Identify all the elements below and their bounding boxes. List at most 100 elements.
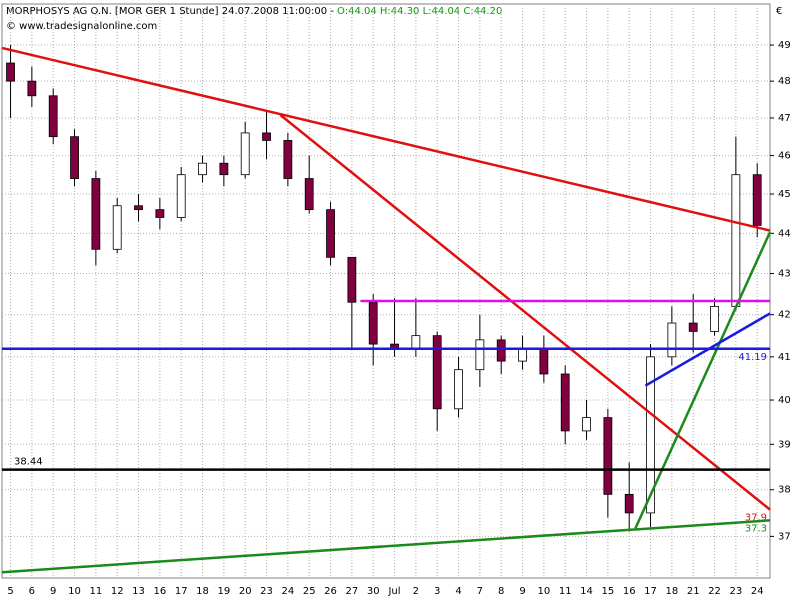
x-tick-label: 16 bbox=[623, 586, 636, 597]
candle-body bbox=[582, 417, 591, 432]
y-tick-label: 37 bbox=[778, 531, 791, 542]
title-quote: O:44.04 H:44.30 L:44.04 C:44.20 bbox=[337, 6, 502, 17]
trend-line bbox=[634, 231, 772, 529]
line-label: 37.9 bbox=[745, 513, 767, 524]
x-tick-label: 24 bbox=[281, 586, 294, 597]
candle-body bbox=[475, 339, 485, 371]
y-tick-label: 41 bbox=[778, 352, 791, 363]
candle-body bbox=[48, 95, 58, 138]
y-tick-label: 40 bbox=[778, 395, 791, 406]
x-tick-label: 14 bbox=[580, 586, 593, 597]
x-tick-label: 26 bbox=[324, 586, 337, 597]
x-tick-label: 17 bbox=[644, 586, 657, 597]
x-tick-label: 12 bbox=[111, 586, 124, 597]
line-label: 41.19 bbox=[738, 352, 767, 363]
candle-body bbox=[432, 335, 442, 410]
y-tick-label: 47 bbox=[778, 113, 791, 124]
y-tick-label: 38 bbox=[778, 485, 791, 496]
candle-body bbox=[496, 339, 506, 362]
candle-body bbox=[646, 356, 655, 514]
candle-body bbox=[283, 140, 293, 179]
candle-body bbox=[752, 174, 762, 226]
x-tick-label: 30 bbox=[367, 586, 380, 597]
x-tick-label: 19 bbox=[217, 586, 230, 597]
plot-frame bbox=[1, 3, 771, 579]
x-tick-label: 24 bbox=[751, 586, 764, 597]
candle-body bbox=[176, 174, 186, 218]
x-tick-label: 5 bbox=[7, 586, 13, 597]
x-tick-label: 7 bbox=[477, 586, 483, 597]
candle-body bbox=[240, 132, 250, 176]
candle-body bbox=[347, 256, 357, 303]
y-tick-label: 46 bbox=[778, 151, 791, 162]
x-tick-label: 10 bbox=[68, 586, 81, 597]
x-tick-label: 10 bbox=[537, 586, 550, 597]
x-tick-label: 18 bbox=[196, 586, 209, 597]
title-text: MORPHOSYS AG O.N. [MOR GER 1 Stunde] 24.… bbox=[6, 6, 337, 17]
y-tick-label: 49 bbox=[778, 40, 791, 51]
y-tick-label: 43 bbox=[778, 269, 791, 280]
y-tick-label: 45 bbox=[778, 189, 791, 200]
candle-body bbox=[155, 209, 165, 218]
line-label: 38.44 bbox=[14, 457, 43, 468]
x-tick-label: 11 bbox=[89, 586, 102, 597]
x-tick-label: 4 bbox=[455, 586, 461, 597]
x-tick-label: 9 bbox=[519, 586, 525, 597]
candle-body bbox=[454, 369, 463, 410]
candle-body bbox=[539, 347, 549, 375]
trend-line bbox=[1, 46, 771, 232]
line-label: 37.3 bbox=[745, 523, 767, 534]
candle-body bbox=[731, 174, 741, 307]
x-tick-label: 15 bbox=[601, 586, 614, 597]
y-tick-label: 48 bbox=[778, 76, 791, 87]
candle-body bbox=[411, 335, 421, 349]
x-tick-label: 13 bbox=[132, 586, 145, 597]
candle-body bbox=[27, 80, 37, 97]
candle-body bbox=[667, 322, 677, 358]
x-tick-label: Jul bbox=[387, 586, 400, 597]
candle-body bbox=[688, 322, 698, 332]
candle-body bbox=[262, 132, 271, 141]
y-tick-label: 42 bbox=[778, 310, 791, 321]
candle-body bbox=[624, 493, 634, 514]
y-tick-label: 39 bbox=[778, 439, 791, 450]
candle-body bbox=[603, 417, 613, 495]
chart-title: MORPHOSYS AG O.N. [MOR GER 1 Stunde] 24.… bbox=[6, 6, 502, 17]
x-tick-label: 6 bbox=[29, 586, 35, 597]
x-tick-label: 8 bbox=[498, 586, 504, 597]
candle-body bbox=[198, 162, 207, 176]
trend-line bbox=[279, 114, 771, 511]
x-tick-label: 25 bbox=[303, 586, 316, 597]
x-tick-label: 18 bbox=[665, 586, 678, 597]
x-tick-label: 17 bbox=[175, 586, 188, 597]
x-tick-label: 22 bbox=[708, 586, 721, 597]
candle-body bbox=[368, 301, 378, 345]
x-tick-label: 3 bbox=[434, 586, 440, 597]
candle-body bbox=[70, 136, 79, 179]
candle-body bbox=[112, 205, 122, 250]
subtitle: © www.tradesignalonline.com bbox=[6, 21, 157, 32]
candle-body bbox=[91, 178, 101, 250]
candle-body bbox=[304, 178, 314, 211]
x-tick-label: 27 bbox=[345, 586, 358, 597]
candle-body bbox=[219, 162, 229, 176]
candle-body bbox=[6, 62, 15, 82]
x-tick-label: 21 bbox=[687, 586, 700, 597]
candle-body bbox=[518, 347, 527, 362]
candle-body bbox=[560, 373, 570, 432]
x-tick-label: 16 bbox=[153, 586, 166, 597]
candle-body bbox=[134, 205, 143, 211]
candle-body bbox=[710, 305, 719, 332]
y-tick-label: 44 bbox=[778, 228, 791, 239]
x-tick-label: 23 bbox=[729, 586, 742, 597]
x-tick-label: 23 bbox=[260, 586, 273, 597]
currency: € bbox=[776, 6, 782, 17]
candle-body bbox=[326, 209, 335, 258]
x-tick-label: 11 bbox=[559, 586, 572, 597]
x-tick-label: 9 bbox=[50, 586, 56, 597]
trend-line bbox=[1, 519, 771, 574]
x-tick-label: 2 bbox=[413, 586, 419, 597]
